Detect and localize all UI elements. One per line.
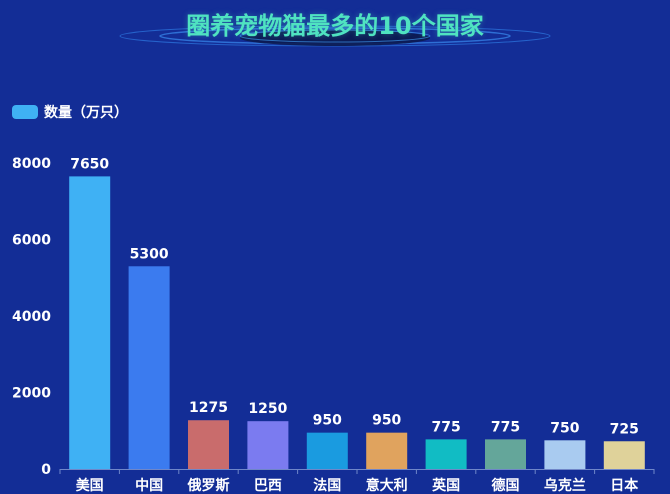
legend-swatch [12,105,38,119]
legend[interactable]: 数量（万只） [12,102,128,122]
y-tick-label: 4000 [12,309,51,325]
bar [306,432,348,469]
legend-label: 数量（万只） [44,105,128,121]
bar-value-label: 7650 [70,156,109,172]
x-tick-label: 英国 [431,477,460,494]
x-tick-label: 巴西 [254,478,282,494]
x-tick-label: 意大利 [366,477,408,494]
y-tick-label: 0 [41,462,51,478]
bar [544,440,586,469]
bar [425,439,467,469]
bar-value-label: 775 [491,419,520,435]
bar [366,432,408,469]
bar-value-label: 1250 [248,401,287,417]
bar-value-label: 1275 [189,400,228,416]
x-tick-label: 日本 [610,477,639,494]
bar-value-label: 950 [313,413,342,429]
x-tick-label: 乌克兰 [544,477,586,494]
bar [69,176,111,469]
x-tick-label: 法国 [313,477,341,494]
bar-value-label: 725 [610,421,639,437]
bar [128,266,170,469]
bar-value-label: 950 [372,413,401,429]
x-tick-label: 德国 [492,477,520,494]
y-tick-label: 6000 [12,233,51,249]
bar [485,439,526,469]
bar-value-label: 775 [431,419,460,435]
bar [247,421,289,469]
chart-title: 圈养宠物猫最多的10个国家 [186,12,484,40]
bar-value-label: 750 [550,420,579,436]
x-tick-label: 美国 [76,477,104,494]
bar [603,441,645,469]
title-decoration [119,25,551,47]
x-tick-label: 中国 [135,477,163,494]
bar [188,420,229,469]
y-tick-label: 2000 [12,386,51,402]
y-tick-label: 8000 [12,156,51,172]
x-tick-label: 俄罗斯 [187,477,230,494]
bar-value-label: 5300 [130,246,169,262]
